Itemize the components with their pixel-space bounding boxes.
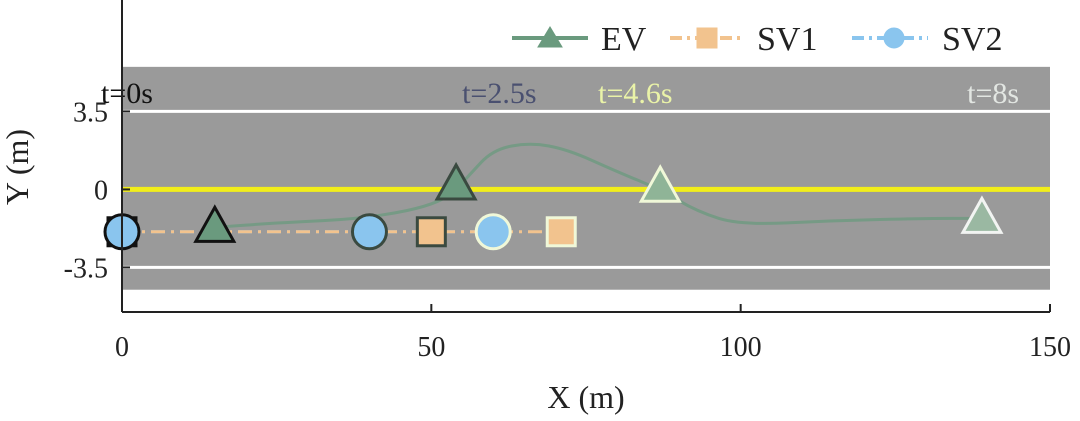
x-tick-label-1: 50 bbox=[417, 332, 445, 363]
y-tick-label-1: 0 bbox=[94, 175, 108, 206]
x-axis-label: X (m) bbox=[547, 379, 624, 415]
time-label-0: t=0s bbox=[101, 77, 153, 110]
sv1-marker-2 bbox=[545, 216, 577, 248]
x-tick-label-0: 0 bbox=[115, 332, 129, 363]
vehicle-markers bbox=[103, 161, 1004, 251]
time-label-2: t=4.6s bbox=[598, 77, 672, 110]
sv1-marker-1 bbox=[415, 216, 447, 248]
legend-ev-triangle-icon bbox=[537, 26, 563, 48]
y-tick-label-2: 3.5 bbox=[73, 97, 108, 128]
time-label-1: t=2.5s bbox=[462, 77, 536, 110]
legend-sv1-label: SV1 bbox=[757, 21, 817, 58]
sv2-marker-1 bbox=[350, 213, 388, 251]
ev-marker-1 bbox=[434, 161, 478, 201]
y-tick-label-0: -3.5 bbox=[64, 253, 108, 284]
road-area bbox=[122, 66, 1050, 290]
legend-sv2-circle-icon bbox=[883, 27, 905, 49]
legend: EV SV1 SV2 bbox=[512, 21, 1002, 58]
time-labels: t=0s t=2.5s t=4.6s t=8s bbox=[101, 77, 1019, 110]
road-surface bbox=[122, 66, 1050, 290]
legend-sv2-label: SV2 bbox=[942, 21, 1002, 58]
ev-marker-3 bbox=[960, 195, 1004, 234]
ev-trajectory bbox=[214, 142, 982, 229]
ev-marker-2 bbox=[638, 164, 682, 203]
ev-marker-0 bbox=[193, 204, 237, 243]
y-axis-label: Y (m) bbox=[0, 129, 35, 205]
time-label-3: t=8s bbox=[967, 77, 1019, 110]
sv2-marker-2 bbox=[474, 213, 512, 251]
legend-sv1-square-icon bbox=[696, 27, 718, 49]
legend-ev-label: EV bbox=[601, 21, 647, 58]
x-tick-label-2: 100 bbox=[720, 332, 762, 363]
trajectory-layer bbox=[122, 142, 982, 234]
x-tick-label-3: 150 bbox=[1029, 332, 1071, 363]
axes: 0 50 100 150 -3.5 0 3.5 bbox=[64, 0, 1071, 363]
